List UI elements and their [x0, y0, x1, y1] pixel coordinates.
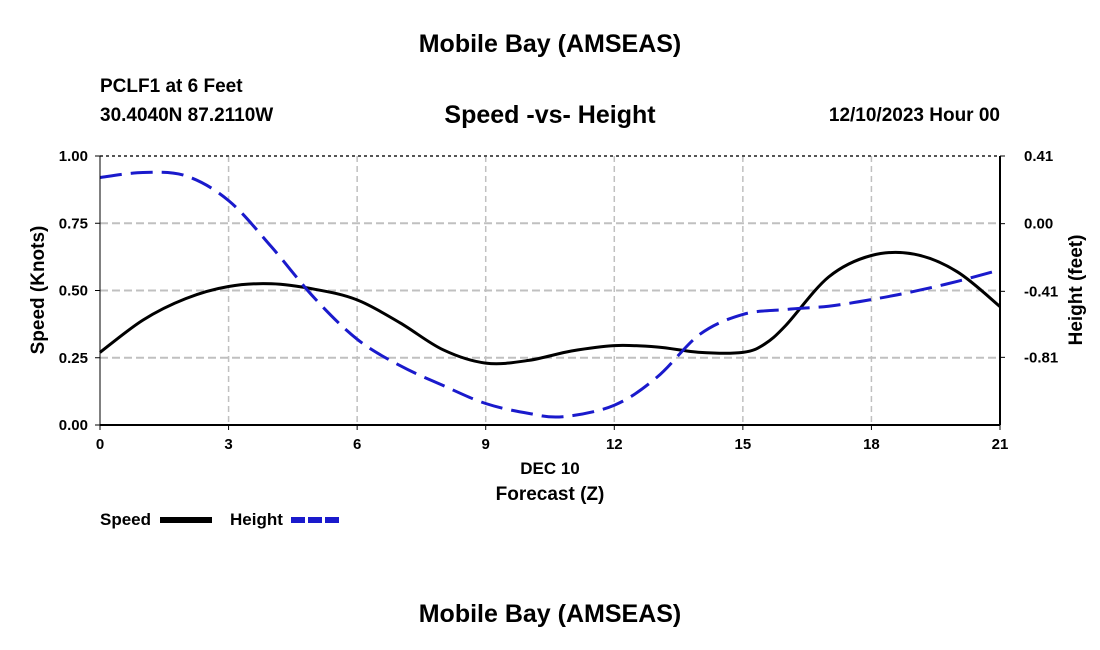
y2-tick-label: 0.41 [1024, 148, 1053, 165]
x-tick-label: 3 [224, 436, 232, 453]
x-tick-label: 0 [96, 436, 104, 453]
x-tick-label: 6 [353, 436, 361, 453]
y2-tick-label: -0.41 [1024, 283, 1058, 300]
y-tick-label: 1.00 [59, 148, 88, 165]
series-line-speed [99, 250, 1001, 366]
speed-height-chart: 0 3 6 9 12 15 18 21 0.00 0.25 0.50 0.75 1.00 0.41 0.00… [28, 148, 1087, 529]
footer-title: Mobile Bay (AMSEAS) [418, 600, 682, 628]
y-tick-label: 0.25 [59, 350, 88, 367]
x-axis-date-label: DEC 10 [520, 459, 580, 478]
chart-subtitle: Speed -vs- Height [444, 101, 656, 129]
coordinates-label: 30.4040N 87.2110W [100, 105, 274, 126]
x-tick-label: 12 [606, 436, 623, 453]
x-tick-label: 15 [735, 436, 752, 453]
x-axis-title: Forecast (Z) [496, 484, 605, 505]
x-tick-label: 9 [482, 436, 490, 453]
series-line-height [99, 170, 1001, 419]
y2-tick-label: -0.81 [1024, 349, 1058, 366]
y-tick-label: 0.00 [59, 417, 88, 434]
station-label: PCLF1 at 6 Feet [100, 76, 243, 97]
series-layer [99, 170, 1001, 419]
y2-tick-label: 0.00 [1024, 216, 1053, 233]
chart-title: Mobile Bay (AMSEAS) [418, 30, 682, 58]
legend-height-label: Height [230, 510, 283, 529]
x-tick-label: 18 [863, 436, 880, 453]
y2-axis-title: Height (feet) [1066, 235, 1087, 346]
y-tick-label: 0.75 [59, 215, 88, 232]
grid-layer [100, 155, 1000, 425]
y-tick-label: 0.50 [59, 283, 88, 300]
forecast-datetime: 12/10/2023 Hour 00 [828, 105, 1000, 126]
legend-speed-label: Speed [100, 510, 151, 529]
y-axis-title: Speed (Knots) [28, 226, 49, 355]
axes-layer: 0 3 6 9 12 15 18 21 0.00 0.25 0.50 0.75 1.00 0.41 0.00… [59, 148, 1058, 453]
x-tick-label: 21 [992, 436, 1009, 453]
legend: Speed Height [100, 510, 342, 529]
